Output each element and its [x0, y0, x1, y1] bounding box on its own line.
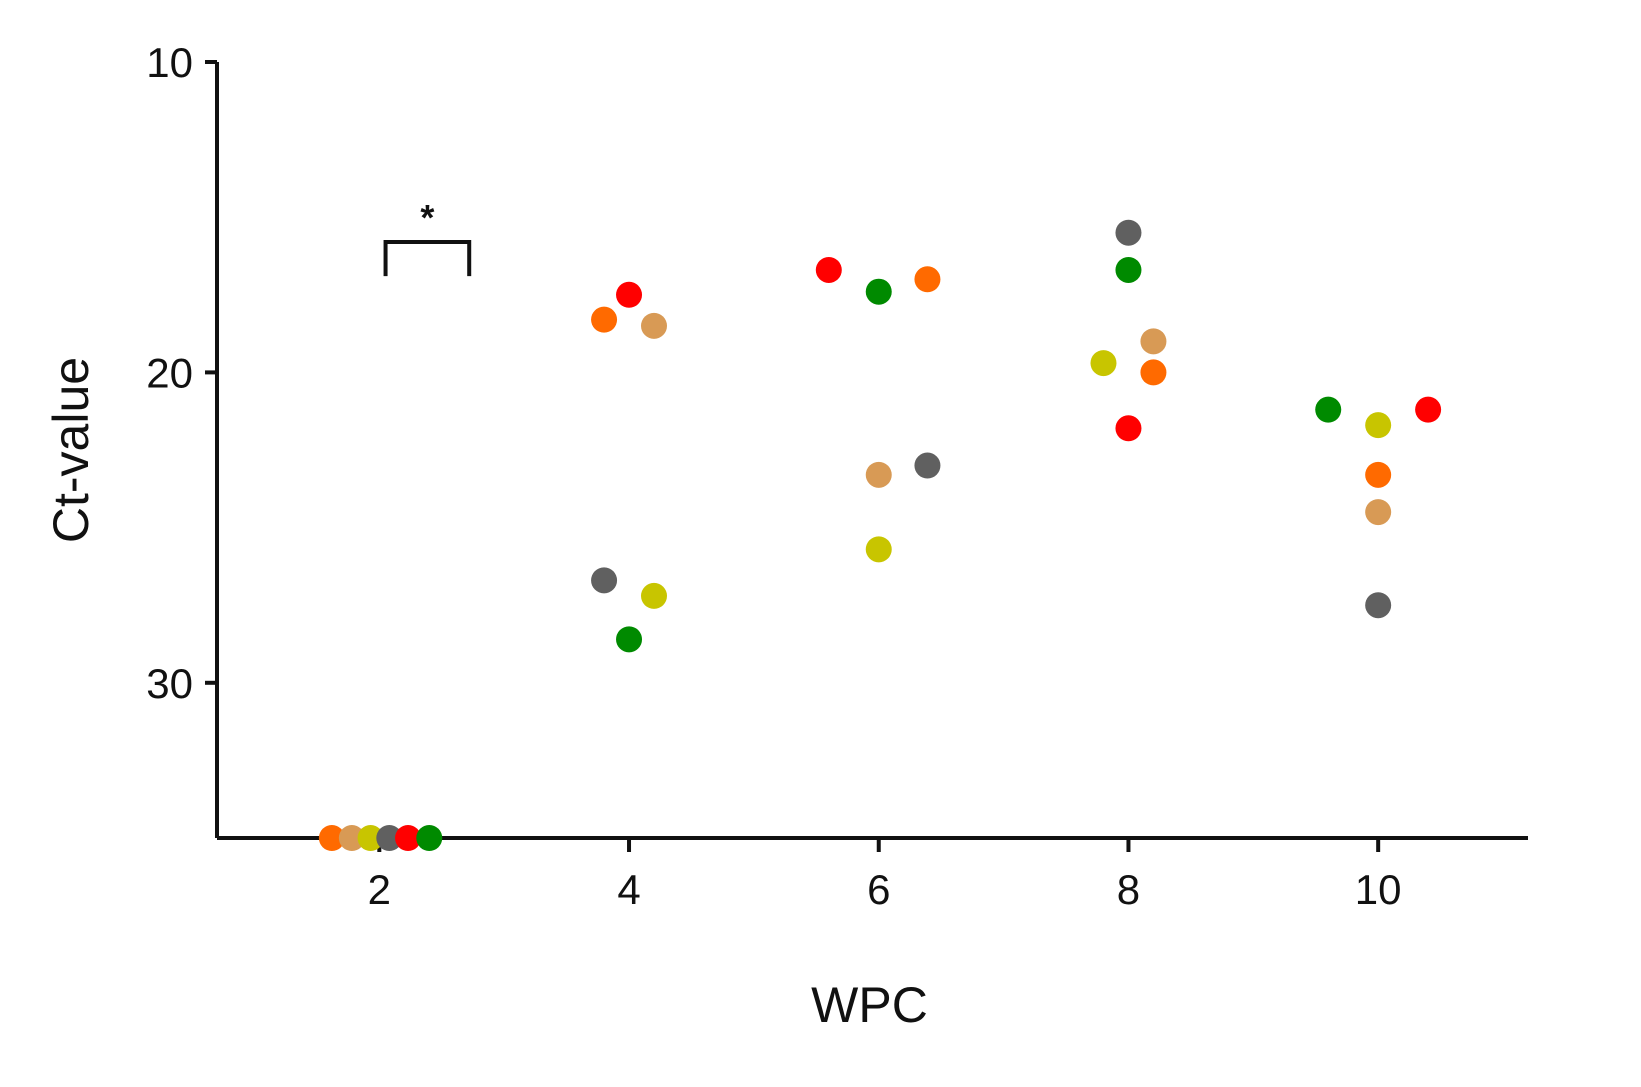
x-tick-label: 6 — [867, 866, 890, 913]
data-point-tan — [338, 825, 365, 851]
data-point-olive — [865, 536, 892, 563]
data-point-gray — [591, 567, 618, 594]
data-point-red — [1115, 415, 1142, 442]
data-point-green — [1315, 396, 1342, 423]
data-point-tan — [1365, 499, 1392, 526]
data-point-red — [616, 281, 643, 308]
data-point-orange — [1365, 461, 1392, 488]
axes — [215, 62, 1528, 840]
data-point-red — [395, 825, 422, 851]
data-point-olive — [1090, 350, 1117, 377]
data-points — [318, 219, 1442, 851]
y-axis-title: Ct-value — [43, 357, 99, 543]
significance-annotation: * — [383, 197, 472, 277]
data-point-olive — [357, 825, 384, 851]
significance-star: * — [420, 197, 434, 238]
x-tick-label: 4 — [617, 866, 640, 913]
data-point-orange — [318, 825, 345, 851]
data-point-gray — [1115, 219, 1142, 246]
data-point-green — [416, 825, 443, 851]
data-point-orange — [914, 266, 941, 293]
data-point-red — [815, 256, 842, 283]
data-point-olive — [641, 582, 667, 609]
data-point-tan — [641, 312, 667, 339]
data-point-gray — [376, 825, 403, 851]
data-point-gray — [1365, 592, 1392, 619]
y-tick-label: 30 — [146, 660, 193, 707]
data-point-tan — [1140, 328, 1167, 355]
significance-bracket — [383, 240, 472, 277]
data-point-olive — [1365, 412, 1392, 439]
x-tick-label: 8 — [1117, 866, 1140, 913]
x-tick-label: 2 — [368, 866, 391, 913]
y-tick-label: 10 — [146, 39, 193, 86]
data-point-green — [1115, 256, 1142, 283]
data-point-green — [616, 626, 643, 653]
x-tick-label: 10 — [1355, 866, 1402, 913]
data-point-green — [865, 278, 892, 305]
data-point-orange — [1140, 359, 1167, 386]
data-point-red — [1415, 396, 1442, 423]
data-point-tan — [865, 461, 892, 488]
x-axis-title: WPC — [811, 977, 928, 1033]
data-point-orange — [591, 306, 618, 333]
x-ticks: 2 4 6 8 10 — [368, 838, 1402, 913]
y-ticks: 10 20 30 — [146, 39, 217, 707]
data-point-gray — [914, 452, 941, 479]
y-tick-label: 20 — [146, 349, 193, 396]
